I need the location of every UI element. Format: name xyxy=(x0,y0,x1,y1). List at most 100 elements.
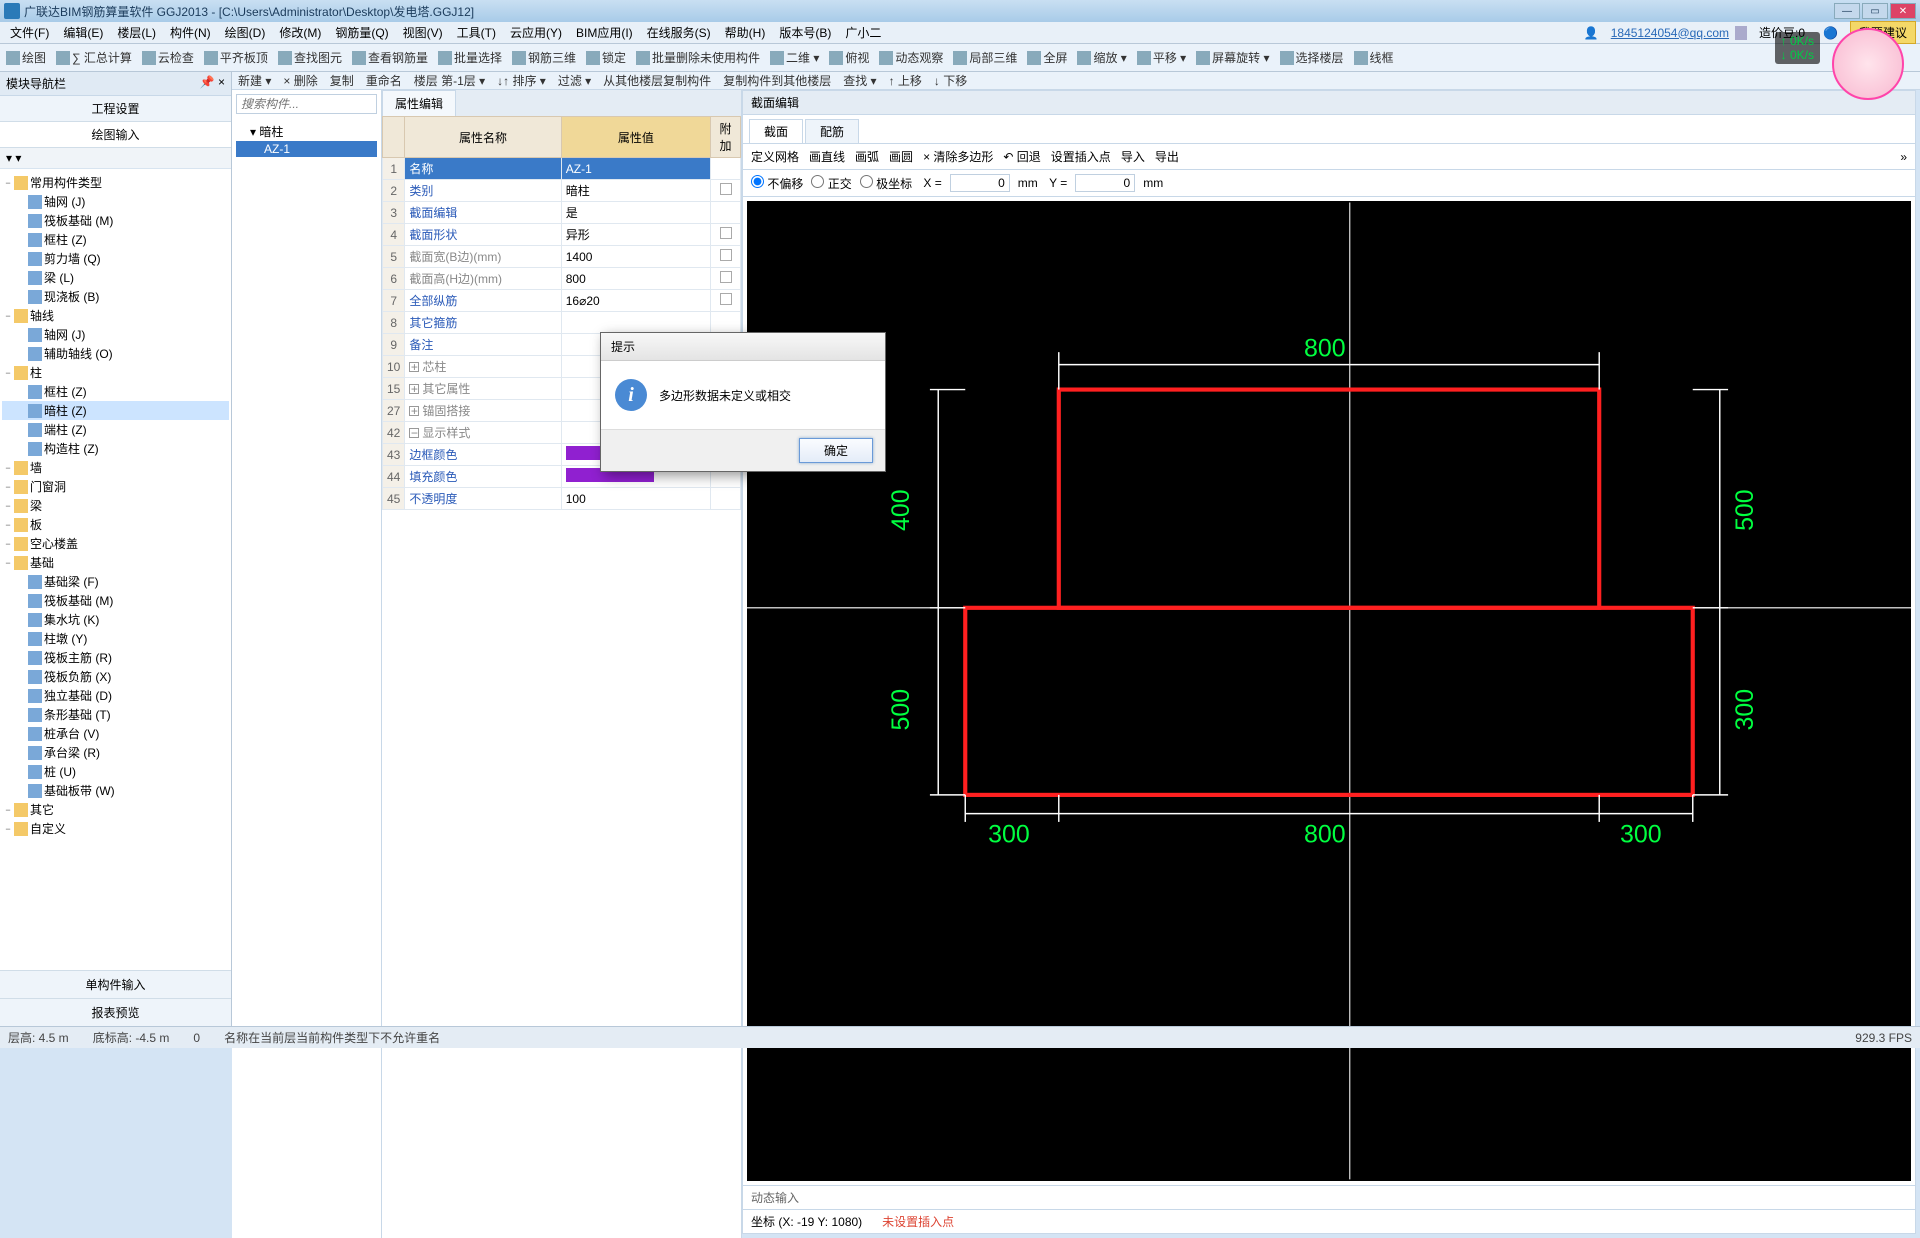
search-input[interactable] xyxy=(236,94,377,114)
menu-item[interactable]: 广小二 xyxy=(839,22,887,43)
tree-node[interactable]: 梁 (L) xyxy=(2,268,229,287)
toolbar-button[interactable]: 锁定 xyxy=(586,49,626,66)
toolbar-button[interactable]: 动态观察 xyxy=(879,49,943,66)
tree-node[interactable]: 端柱 (Z) xyxy=(2,420,229,439)
tree-node[interactable]: 柱墩 (Y) xyxy=(2,629,229,648)
center-toolbar-button[interactable]: ↑ 上移 xyxy=(889,72,922,89)
toolbar-button[interactable]: 屏幕旋转 ▾ xyxy=(1196,49,1269,66)
section-tool-button[interactable]: 导出 xyxy=(1155,148,1179,165)
menu-item[interactable]: 编辑(E) xyxy=(57,22,109,43)
comp-tree-root[interactable]: ▾ 暗柱 xyxy=(236,122,377,141)
menu-item[interactable]: 修改(M) xyxy=(273,22,327,43)
property-row[interactable]: 6截面高(H边)(mm)800 xyxy=(383,268,741,290)
center-toolbar-button[interactable]: × 删除 xyxy=(283,72,317,89)
toolbar-button[interactable]: 全屏 xyxy=(1027,49,1067,66)
section-tool-button[interactable]: ↶ 回退 xyxy=(1003,148,1040,165)
menu-item[interactable]: 版本号(B) xyxy=(773,22,837,43)
tree-node[interactable]: −常用构件类型 xyxy=(2,173,229,192)
tree-node[interactable]: 基础板带 (W) xyxy=(2,781,229,800)
menu-item[interactable]: 工具(T) xyxy=(451,22,502,43)
comp-tree-item[interactable]: AZ-1 xyxy=(236,141,377,157)
menu-item[interactable]: 在线服务(S) xyxy=(641,22,717,43)
menu-item[interactable]: 帮助(H) xyxy=(719,22,772,43)
menu-item[interactable]: BIM应用(I) xyxy=(570,22,639,43)
center-toolbar-button[interactable]: 复制构件到其他楼层 xyxy=(723,72,831,89)
center-toolbar-button[interactable]: ↓↑ 排序 ▾ xyxy=(497,72,546,89)
tree-node[interactable]: 筏板负筋 (X) xyxy=(2,667,229,686)
toolbar-button[interactable]: 局部三维 xyxy=(953,49,1017,66)
tree-node[interactable]: 筏板基础 (M) xyxy=(2,591,229,610)
tree-node[interactable]: 独立基础 (D) xyxy=(2,686,229,705)
section-tool-button[interactable]: × 清除多边形 xyxy=(923,148,993,165)
tree-node[interactable]: 构造柱 (Z) xyxy=(2,439,229,458)
section-tool-button[interactable]: 导入 xyxy=(1121,148,1145,165)
tree-node[interactable]: 框柱 (Z) xyxy=(2,382,229,401)
toolbar-button[interactable]: 钢筋三维 xyxy=(512,49,576,66)
menu-item[interactable]: 构件(N) xyxy=(164,22,217,43)
tree-node[interactable]: 轴网 (J) xyxy=(2,192,229,211)
property-row[interactable]: 1名称AZ-1 xyxy=(383,158,741,180)
center-toolbar-button[interactable]: 查找 ▾ xyxy=(843,72,876,89)
tab-property-edit[interactable]: 属性编辑 xyxy=(382,90,456,116)
tab-drawing-input[interactable]: 绘图输入 xyxy=(0,122,231,148)
property-row[interactable]: 4截面形状异形 xyxy=(383,224,741,246)
property-row[interactable]: 45不透明度100 xyxy=(383,488,741,510)
tree-node[interactable]: 筏板主筋 (R) xyxy=(2,648,229,667)
toolbar-button[interactable]: 批量删除未使用构件 xyxy=(636,49,760,66)
tree-node[interactable]: 剪力墙 (Q) xyxy=(2,249,229,268)
toolbar-button[interactable]: 云检查 xyxy=(142,49,194,66)
tab-rebar[interactable]: 配筋 xyxy=(805,119,859,143)
offset-mode-none[interactable]: 不偏移 xyxy=(751,175,803,192)
tab-section[interactable]: 截面 xyxy=(749,119,803,143)
tree-node[interactable]: −空心楼盖 xyxy=(2,534,229,553)
menu-item[interactable]: 文件(F) xyxy=(4,22,55,43)
toolbar-button[interactable]: 绘图 xyxy=(6,49,46,66)
toolbar-button[interactable]: 线框 xyxy=(1354,49,1394,66)
sidebar-filter-bar[interactable]: ▾ ▾ xyxy=(0,148,231,169)
center-toolbar-button[interactable]: 楼层 第-1层 ▾ xyxy=(414,72,485,89)
center-toolbar-button[interactable]: 新建 ▾ xyxy=(238,72,271,89)
minimize-button[interactable]: — xyxy=(1834,3,1860,19)
toolbar-button[interactable]: 二维 ▾ xyxy=(770,49,819,66)
tree-node[interactable]: −板 xyxy=(2,515,229,534)
property-row[interactable]: 5截面宽(B边)(mm)1400 xyxy=(383,246,741,268)
toolbar-button[interactable]: 俯视 xyxy=(829,49,869,66)
toolbar-button[interactable]: 查看钢筋量 xyxy=(352,49,428,66)
toolbar-button[interactable]: 缩放 ▾ xyxy=(1077,49,1126,66)
sidebar-pin-icon[interactable]: 📌 × xyxy=(200,75,225,92)
center-toolbar-button[interactable]: 重命名 xyxy=(366,72,402,89)
menu-item[interactable]: 绘图(D) xyxy=(219,22,272,43)
tree-node[interactable]: 轴网 (J) xyxy=(2,325,229,344)
desktop-widget[interactable] xyxy=(1832,28,1904,100)
tab-report-preview[interactable]: 报表预览 xyxy=(0,998,231,1026)
center-toolbar-button[interactable]: 从其他楼层复制构件 xyxy=(603,72,711,89)
tree-node[interactable]: 集水坑 (K) xyxy=(2,610,229,629)
tree-node[interactable]: −其它 xyxy=(2,800,229,819)
offset-mode-ortho[interactable]: 正交 xyxy=(811,175,851,192)
tab-single-component[interactable]: 单构件输入 xyxy=(0,970,231,998)
maximize-button[interactable]: ▭ xyxy=(1862,3,1888,19)
tree-node[interactable]: 桩承台 (V) xyxy=(2,724,229,743)
toolbar-button[interactable]: 批量选择 xyxy=(438,49,502,66)
tree-node[interactable]: 筏板基础 (M) xyxy=(2,211,229,230)
tree-node[interactable]: 基础梁 (F) xyxy=(2,572,229,591)
tree-node[interactable]: 承台梁 (R) xyxy=(2,743,229,762)
tree-node[interactable]: −柱 xyxy=(2,363,229,382)
toolbar-button[interactable]: ∑ 汇总计算 xyxy=(56,49,132,66)
section-tool-button[interactable]: 定义网格 xyxy=(751,148,799,165)
property-row[interactable]: 2类别暗柱 xyxy=(383,180,741,202)
close-button[interactable]: ✕ xyxy=(1890,3,1916,19)
offset-mode-polar[interactable]: 极坐标 xyxy=(860,175,912,192)
toolbar-button[interactable]: 平移 ▾ xyxy=(1137,49,1186,66)
property-row[interactable]: 3截面编辑是 xyxy=(383,202,741,224)
toolbar-button[interactable]: 平齐板顶 xyxy=(204,49,268,66)
tree-node[interactable]: −墙 xyxy=(2,458,229,477)
center-toolbar-button[interactable]: 复制 xyxy=(330,72,354,89)
tree-node[interactable]: 框柱 (Z) xyxy=(2,230,229,249)
menu-item[interactable]: 钢筋量(Q) xyxy=(329,22,394,43)
toolbar-button[interactable]: 查找图元 xyxy=(278,49,342,66)
menu-item[interactable]: 云应用(Y) xyxy=(504,22,568,43)
property-row[interactable]: 8其它箍筋 xyxy=(383,312,741,334)
section-tool-button[interactable]: 画弧 xyxy=(855,148,879,165)
tree-node[interactable]: −梁 xyxy=(2,496,229,515)
